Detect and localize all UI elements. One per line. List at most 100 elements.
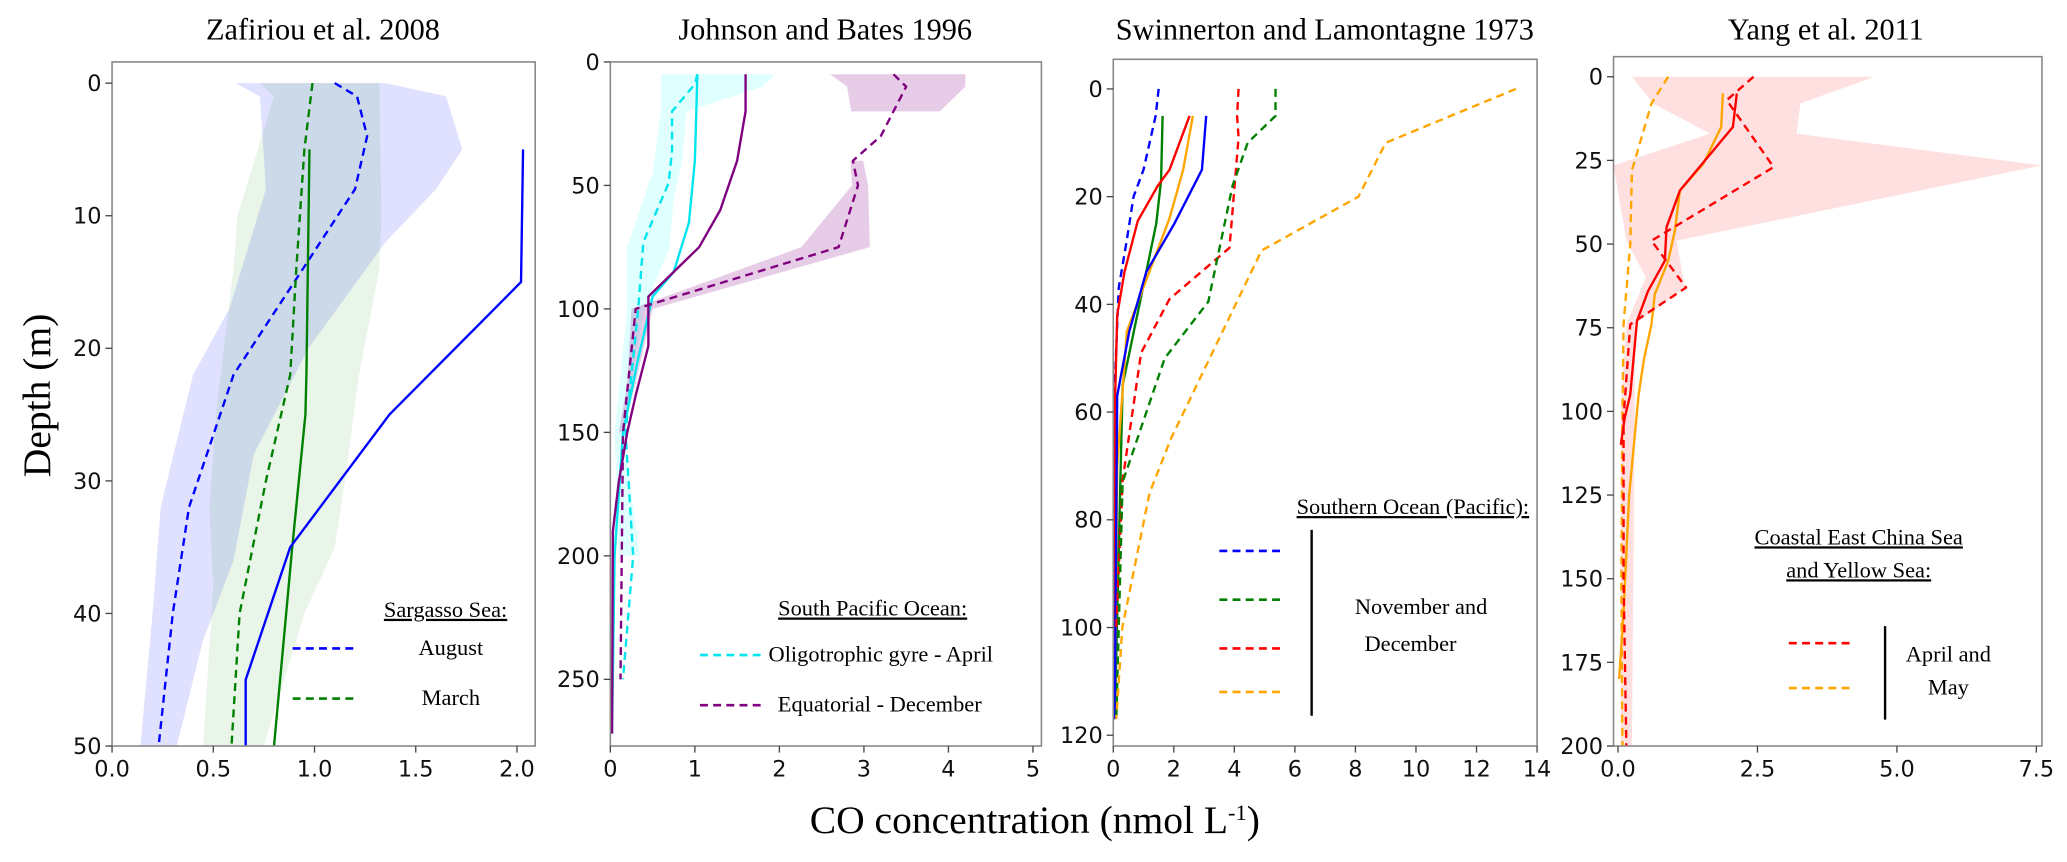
y-tick-label: 50 (571, 173, 600, 199)
axes-frame (609, 61, 1043, 747)
range-band (618, 160, 870, 433)
series-line-solid (272, 149, 311, 747)
y-tick-label: 50 (73, 734, 102, 760)
x-tick-label: 3 (857, 756, 871, 782)
y-tick-label: 175 (1560, 650, 1603, 676)
x-tick-label: 2 (1167, 756, 1181, 782)
series-line-solid (1619, 93, 1738, 446)
y-tick-label: 20 (1074, 185, 1103, 211)
series-line-dashed (621, 74, 699, 680)
x-tick-label: 8 (1348, 756, 1362, 782)
series-line-solid (1113, 115, 1164, 720)
y-tick-label: 40 (1074, 292, 1103, 318)
x-tick-label: 2.5 (1740, 756, 1776, 782)
legend-group-label-1: November and (1355, 594, 1487, 619)
legend-background (1186, 524, 1535, 723)
legend-heading-2: and Yellow Sea: (1786, 557, 1931, 582)
x-tick-label: 7.5 (2019, 756, 2055, 782)
y-tick-label: 60 (1074, 400, 1103, 426)
x-tick-label: 12 (1462, 756, 1491, 782)
x-tick-label: 5 (1026, 756, 1040, 782)
x-axis-label: CO concentration (nmol L-1) (810, 798, 1260, 842)
y-tick-label: 150 (1560, 567, 1603, 593)
y-tick-label: 150 (557, 420, 600, 446)
x-tick-label: 1 (688, 756, 702, 782)
legend-southern-ocean: Southern Ocean (Pacific): November and D… (1186, 494, 1535, 723)
legend-heading: Southern Ocean (Pacific): (1297, 494, 1530, 519)
panel-title: Swinnerton and Lamontagne 1973 (1116, 13, 1534, 47)
series-line-dashed (230, 83, 314, 747)
y-tick-label: 75 (1574, 316, 1603, 342)
y-tick-label: 10 (73, 204, 102, 230)
series-line-solid (1113, 115, 1191, 720)
panel-4: 0.0 2.5 5.0 7.5 0 25 50 75 100 125 150 175 200 Yang e… (1560, 13, 2054, 783)
range-band (830, 74, 966, 112)
x-tick-label: 0 (603, 756, 617, 782)
y-tick-label: 100 (557, 297, 600, 323)
legend-group-label-1: April and (1906, 642, 1991, 667)
series-line-solid (610, 74, 699, 734)
legend-east-china-sea: Coastal East China Sea and Yellow Sea: A… (1755, 524, 1991, 720)
plot-area (140, 82, 525, 747)
x-tick-label: 10 (1402, 756, 1431, 782)
series-line-solid (610, 74, 747, 734)
series-line-dashed (1115, 87, 1517, 720)
x-tick-label: 6 (1288, 756, 1302, 782)
panel-title: Johnson and Bates 1996 (678, 13, 972, 47)
y-tick-label: 30 (73, 469, 102, 495)
range-band (140, 83, 463, 747)
y-tick-label: 20 (73, 336, 102, 362)
legend-label-august: August (418, 635, 483, 660)
x-tick-label: 1.5 (398, 756, 434, 782)
series-line-dashed (1115, 88, 1240, 628)
legend-group-label-2: May (1928, 675, 1970, 700)
x-tick-label: 0 (1106, 756, 1120, 782)
legend-heading: Sargasso Sea: (384, 597, 507, 622)
y-tick-label: 100 (1560, 399, 1603, 425)
series-line-dashed (157, 82, 369, 747)
plot-area (1613, 75, 2042, 747)
y-tick-label: 250 (557, 667, 600, 693)
series-line-dashed (619, 73, 908, 680)
axes-frame (1112, 58, 1538, 747)
panel-1: 0.0 0.5 1.0 1.5 2.0 0 10 20 30 40 50 Zafiriou et al… (73, 13, 536, 782)
legend-label-march: March (422, 685, 480, 710)
x-axis-label-end: ) (1247, 798, 1260, 842)
x-axis-label-main: CO concentration (nmol L (810, 798, 1228, 842)
plot-area (610, 73, 966, 734)
legend-label-oligotrophic: Oligotrophic gyre - April (769, 642, 994, 667)
x-tick-label: 4 (1227, 756, 1241, 782)
series-line-solid (1113, 115, 1208, 720)
y-tick-label: 100 (1060, 615, 1103, 641)
y-tick-label: 50 (1574, 232, 1603, 258)
series-line-solid (244, 149, 525, 747)
series-line-solid (1113, 115, 1195, 720)
x-tick-label: 0.0 (94, 756, 130, 782)
panel-3: 0 2 4 6 8 10 12 14 0 20 40 60 80 100 120 Swinnerton and… (1060, 13, 1551, 783)
series-line-dashed (1622, 75, 1775, 747)
y-tick-label: 200 (1560, 734, 1603, 760)
y-tick-label: 0 (1589, 65, 1603, 91)
panel-title: Yang et al. 2011 (1728, 13, 1924, 47)
x-tick-label: 4 (941, 756, 955, 782)
range-band (614, 74, 776, 556)
x-tick-label: 0.5 (195, 756, 231, 782)
x-axis-label-sup: -1 (1228, 800, 1247, 825)
y-tick-label: 80 (1074, 508, 1103, 534)
x-tick-label: 2.0 (499, 756, 535, 782)
series-line-dashed (1620, 76, 1670, 747)
legend-label-equatorial: Equatorial - December (778, 692, 982, 717)
plot-area (1113, 87, 1517, 720)
y-tick-label: 0 (1088, 77, 1102, 103)
x-tick-label: 2 (772, 756, 786, 782)
range-band (203, 83, 382, 747)
axes-frame (1612, 55, 2043, 747)
x-tick-label: 14 (1523, 756, 1552, 782)
axes-frame (111, 61, 536, 747)
y-tick-label: 120 (1060, 723, 1103, 749)
legend-heading-1: Coastal East China Sea (1755, 524, 1963, 549)
y-tick-label: 25 (1574, 148, 1603, 174)
